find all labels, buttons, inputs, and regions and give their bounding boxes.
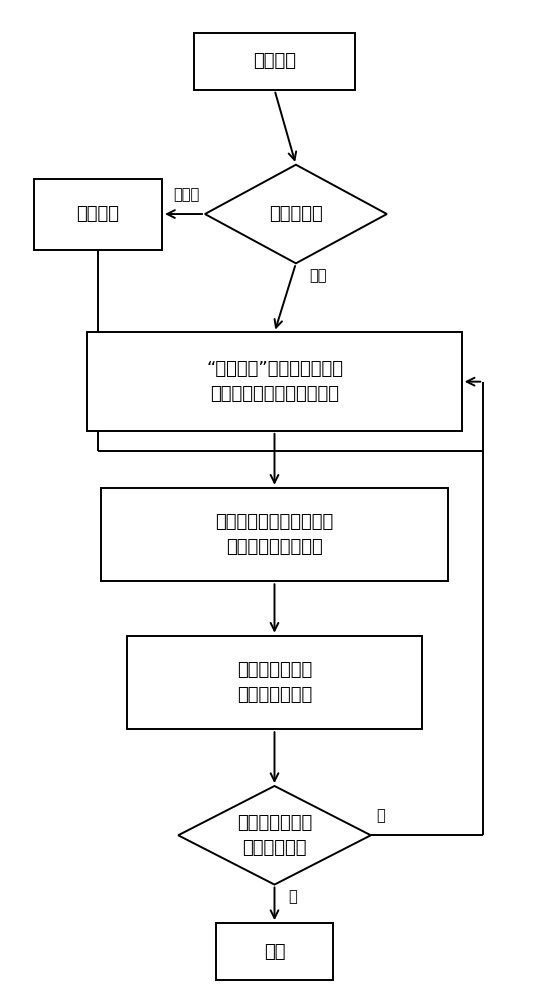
Text: 像素触发: 像素触发 — [253, 52, 296, 70]
Bar — [127, 636, 422, 729]
Bar — [194, 33, 355, 90]
Text: 结束: 结束 — [264, 943, 285, 961]
Text: 判断所有触发行
传输是否结束: 判断所有触发行 传输是否结束 — [237, 814, 312, 857]
Text: 是: 是 — [288, 890, 296, 905]
Text: 选中的像素点通过列总线
依次传输列事件信息: 选中的像素点通过列总线 依次传输列事件信息 — [215, 513, 334, 556]
Bar — [33, 179, 162, 250]
Text: “选址读数”选定行仲裁器所
选行中产生事件的像素位置: “选址读数”选定行仲裁器所 选行中产生事件的像素位置 — [206, 360, 343, 403]
Text: 等待选中: 等待选中 — [76, 205, 120, 223]
Polygon shape — [178, 786, 371, 885]
Polygon shape — [205, 165, 387, 263]
Text: 选中: 选中 — [309, 268, 327, 283]
Text: 进行行仲裁: 进行行仲裁 — [269, 205, 323, 223]
Text: 否: 否 — [376, 808, 385, 823]
Text: 该行中所有列事
件信息传输结束: 该行中所有列事 件信息传输结束 — [237, 661, 312, 704]
Bar — [87, 332, 462, 431]
Bar — [100, 488, 449, 581]
Bar — [216, 923, 333, 980]
Text: 未选中: 未选中 — [173, 187, 200, 202]
